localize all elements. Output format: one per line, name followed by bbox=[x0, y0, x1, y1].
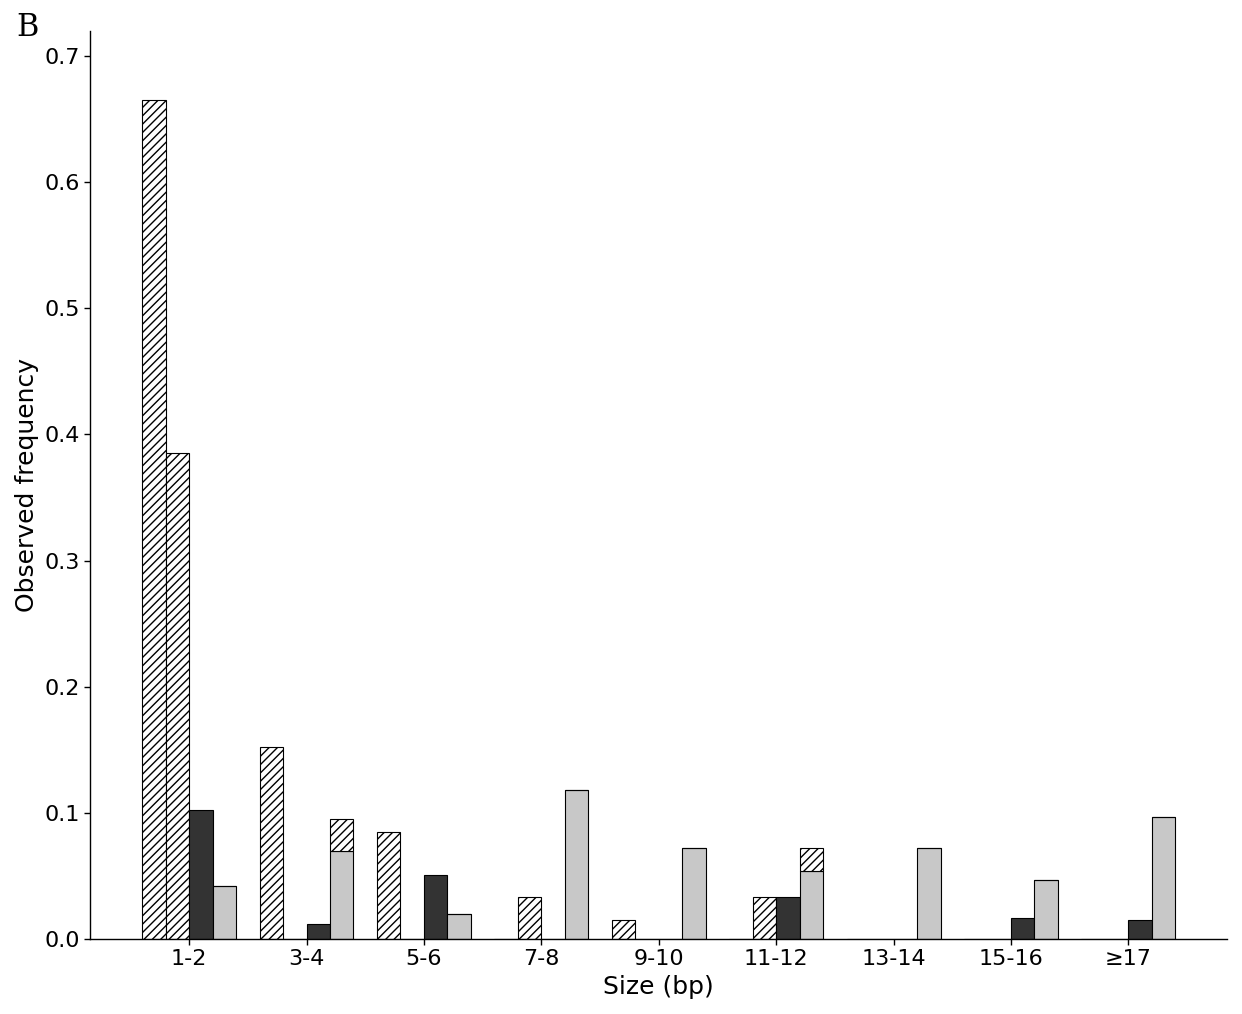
Bar bbox=[260, 747, 283, 939]
Text: B: B bbox=[16, 12, 39, 44]
Bar bbox=[1129, 920, 1151, 939]
Bar bbox=[518, 897, 542, 939]
Y-axis label: Observed frequency: Observed frequency bbox=[15, 358, 39, 611]
Bar bbox=[753, 897, 776, 939]
Bar bbox=[447, 914, 471, 939]
X-axis label: Size (bp): Size (bp) bbox=[604, 975, 714, 999]
Bar bbox=[424, 875, 447, 939]
Bar bbox=[212, 886, 236, 939]
Bar bbox=[917, 848, 940, 939]
Bar bbox=[800, 848, 823, 871]
Bar bbox=[612, 920, 635, 939]
Bar bbox=[378, 831, 400, 939]
Bar bbox=[565, 790, 589, 939]
Bar bbox=[330, 819, 354, 851]
Bar bbox=[142, 100, 165, 939]
Bar bbox=[1011, 918, 1035, 939]
Bar bbox=[682, 848, 705, 939]
Bar bbox=[800, 871, 823, 939]
Bar bbox=[330, 851, 354, 939]
Bar bbox=[1151, 816, 1175, 939]
Bar bbox=[307, 924, 330, 939]
Bar bbox=[776, 897, 800, 939]
Bar bbox=[165, 453, 189, 939]
Bar bbox=[1035, 880, 1058, 939]
Bar bbox=[189, 810, 212, 939]
